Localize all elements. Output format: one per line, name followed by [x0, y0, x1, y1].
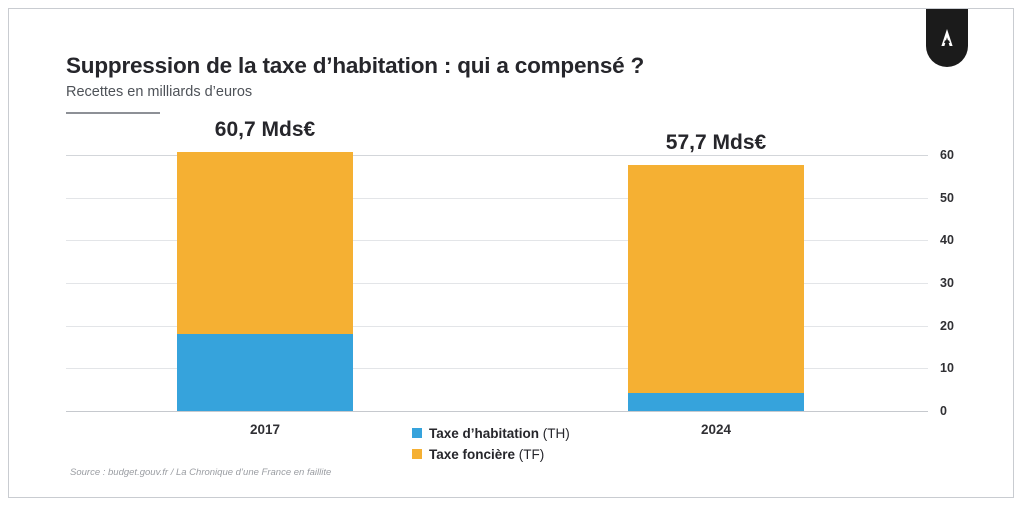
y-axis-tick-label: 20	[940, 318, 954, 333]
bar-segment-th-2024[interactable]	[628, 392, 804, 411]
bar-segment-tf-2017[interactable]	[177, 152, 353, 335]
legend-label-code: (TH)	[542, 425, 570, 441]
page-subtitle: Recettes en milliards d’euros	[66, 84, 253, 100]
y-axis-tick-label: 10	[940, 361, 954, 376]
bar-stack[interactable]	[628, 164, 804, 411]
gridline-20	[66, 325, 928, 327]
gridline-30	[66, 283, 928, 284]
y-axis-tick-label: 40	[940, 233, 954, 248]
plot-area: 0 10 20 30 40 50 60 60,7 Mds€ 2017 57,7 Mds€ 2024	[66, 118, 954, 437]
page-title: Suppression de la taxe d’habitation : qu…	[66, 53, 645, 78]
bar-total-label-2017: 60,7 Mds€	[214, 118, 316, 142]
y-axis-tick-label: 60	[940, 148, 954, 162]
y-axis-tick-label: 50	[940, 190, 954, 205]
y-axis-tick-label: 0	[940, 404, 947, 418]
bar-stack[interactable]	[177, 152, 353, 411]
gridline-0	[66, 411, 928, 412]
legend-item-th[interactable]: Taxe d’habitation (TH)	[412, 424, 570, 442]
x-axis-category-label-2024: 2024	[700, 422, 732, 437]
bar-segment-th-2017[interactable]	[177, 334, 353, 411]
gridline-60	[66, 155, 928, 156]
y-axis-tick-label: 30	[940, 276, 954, 290]
title-divider	[66, 112, 160, 114]
gridline-50	[66, 197, 928, 199]
legend-swatch-icon	[412, 449, 422, 459]
legend-label-code: (TF)	[518, 446, 545, 462]
brand-logo-a-icon	[941, 29, 953, 46]
bar-segment-tf-2024[interactable]	[628, 164, 804, 393]
card-border	[8, 8, 1014, 498]
bar-group-2024[interactable]: 57,7 Mds€ 2024	[628, 131, 804, 437]
brand-logo	[926, 9, 968, 67]
legend-swatch-icon	[412, 428, 422, 438]
legend-label: Taxe foncière (TF)	[429, 446, 545, 462]
legend-item-tf[interactable]: Taxe foncière (TF)	[412, 445, 570, 463]
gridline-10	[66, 368, 928, 370]
legend-label: Taxe d’habitation (TH)	[429, 425, 570, 441]
bar-total-label-2024: 57,7 Mds€	[665, 130, 767, 154]
gridline-40	[66, 240, 928, 242]
x-axis-category-label-2017: 2017	[249, 422, 281, 437]
source-note: Source : budget.gouv.fr / La Chronique d…	[70, 467, 332, 478]
bar-group-2017[interactable]: 60,7 Mds€ 2017	[177, 118, 353, 437]
chart-legend: Taxe d’habitation (TH) Taxe foncière (TF)	[412, 424, 570, 466]
